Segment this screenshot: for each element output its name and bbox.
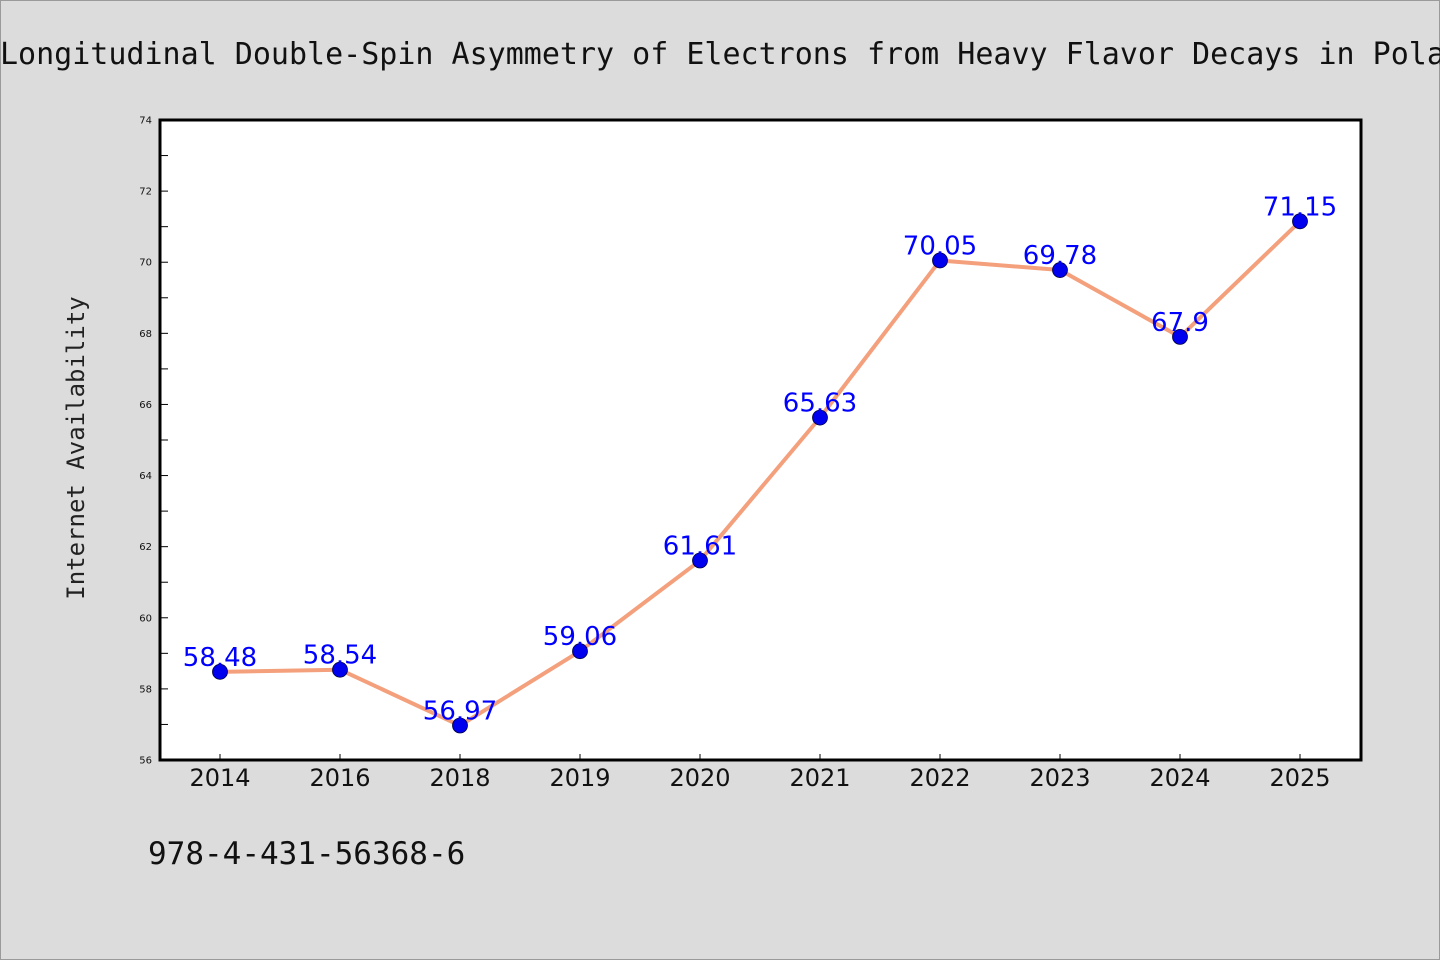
- markers-group: [212, 213, 1308, 734]
- y-tick-label: 58: [139, 684, 152, 695]
- x-tick-label: 2023: [1029, 764, 1090, 792]
- y-tick-label: 72: [139, 187, 152, 198]
- data-label: 59.06: [543, 622, 617, 652]
- data-label: 71.15: [1263, 192, 1337, 222]
- x-tick-label: 2014: [189, 764, 250, 792]
- y-axis-label: Internet Availability: [62, 296, 90, 599]
- y-tick-label: 70: [139, 258, 152, 269]
- x-tick-label: 2019: [549, 764, 610, 792]
- x-tick-label: 2021: [789, 764, 850, 792]
- x-tick-label: 2025: [1269, 764, 1330, 792]
- data-point: [1292, 213, 1308, 230]
- x-tick-label: 2018: [429, 764, 490, 792]
- series-line-group: [219, 219, 1302, 728]
- data-point: [452, 717, 468, 734]
- chart-title: Longitudinal Double-Spin Asymmetry of El…: [0, 37, 1440, 72]
- data-point: [1172, 328, 1188, 345]
- data-point: [692, 552, 708, 569]
- y-tick-label: 74: [139, 116, 152, 127]
- y-tick-label: 56: [139, 756, 152, 767]
- data-label: 67.9: [1151, 308, 1209, 338]
- data-point: [932, 252, 948, 269]
- data-label: 61.61: [663, 532, 737, 562]
- y-tick-label: 60: [139, 613, 152, 624]
- series-line: [219, 219, 1302, 728]
- data-labels-group: 58.48 58.54 56.97 59.06 61.61 65.63 70.05 69.78…: [183, 192, 1337, 726]
- data-point: [572, 643, 588, 660]
- y-tick-label: 64: [139, 471, 152, 482]
- plot-frame: [158, 118, 1363, 762]
- isbn-annotation: 978-4-431-56368-6: [148, 836, 465, 872]
- plot-area: [160, 120, 1361, 760]
- data-label: 69.78: [1023, 241, 1097, 271]
- y-tick-label: 68: [139, 329, 152, 340]
- data-point: [1052, 262, 1068, 278]
- x-tick-label: 2016: [309, 764, 370, 792]
- data-point: [812, 409, 828, 426]
- x-tick-label: 2024: [1149, 764, 1210, 792]
- data-label: 56.97: [423, 697, 497, 727]
- data-label: 58.48: [183, 643, 257, 673]
- data-label: 70.05: [903, 231, 977, 261]
- data-label: 65.63: [783, 389, 857, 419]
- x-tick-label: 2020: [669, 764, 730, 792]
- x-tick-label: 2022: [909, 764, 970, 792]
- data-label: 58.54: [303, 641, 377, 671]
- y-tick-label: 66: [139, 400, 152, 411]
- data-point: [212, 663, 228, 680]
- x-axis: 2014 2016 2018 2019 2020 2021 2022 2023 2024 2025: [189, 754, 1331, 792]
- data-point: [332, 661, 348, 678]
- y-tick-label: 62: [139, 542, 152, 553]
